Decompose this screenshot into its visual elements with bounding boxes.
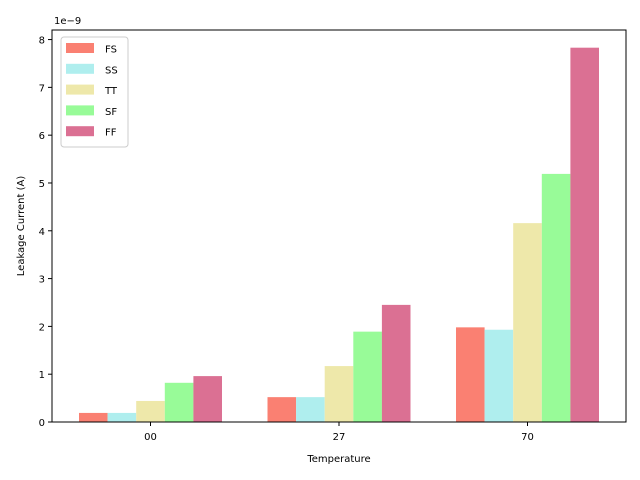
bar-tt-70 <box>513 223 542 422</box>
legend-swatch-fs <box>66 43 94 53</box>
x-tick-label: 70 <box>521 432 534 443</box>
x-axis-ticks: 00 27 70 <box>144 422 534 443</box>
x-tick-label: 00 <box>144 432 157 443</box>
legend: FS SS TT SF FF <box>60 36 129 148</box>
y-axis-label: Leakage Current (A) <box>16 176 27 277</box>
legend-swatch-ss <box>66 63 94 74</box>
legend-swatch-sf <box>66 105 94 116</box>
y-tick-label: 8 <box>39 36 45 47</box>
bar-fs-27 <box>267 397 297 422</box>
y-axis-ticks: 0 1 2 3 4 5 6 7 8 <box>39 36 52 429</box>
legend-label-ss: SS <box>105 65 118 76</box>
y-tick-label: 6 <box>39 131 45 142</box>
bar-tt-27 <box>324 366 354 422</box>
bar-ff-70 <box>570 47 599 422</box>
bar-ss-27 <box>296 397 325 422</box>
bar-ss-70 <box>484 329 514 422</box>
y-tick-label: 2 <box>39 322 45 333</box>
bar-fs-70 <box>456 327 485 422</box>
y-tick-label: 7 <box>39 83 45 94</box>
y-offset-label: 1e−9 <box>54 16 81 27</box>
legend-label-ff: FF <box>105 128 117 139</box>
bar-tt-00 <box>136 400 165 422</box>
y-tick-label: 3 <box>39 275 45 286</box>
y-tick-label: 1 <box>39 370 45 381</box>
bar-sf-70 <box>541 173 571 422</box>
bars-group <box>79 47 599 422</box>
y-tick-label: 5 <box>39 179 45 190</box>
bar-sf-00 <box>164 382 194 422</box>
plot-frame <box>51 29 627 423</box>
bar-fs-00 <box>79 412 108 422</box>
y-tick-label: 0 <box>39 418 45 429</box>
legend-label-tt: TT <box>104 86 118 97</box>
bar-ff-00 <box>193 376 222 422</box>
bar-ss-00 <box>107 412 137 422</box>
legend-swatch-tt <box>66 84 94 95</box>
x-tick-label: 27 <box>333 432 346 443</box>
legend-swatch-ff <box>66 126 94 137</box>
legend-label-sf: SF <box>105 107 117 118</box>
bar-sf-27 <box>353 331 382 422</box>
bar-ff-27 <box>381 304 411 422</box>
legend-label-fs: FS <box>105 45 117 56</box>
y-tick-label: 4 <box>39 227 45 238</box>
x-axis-label: Temperature <box>306 454 370 465</box>
